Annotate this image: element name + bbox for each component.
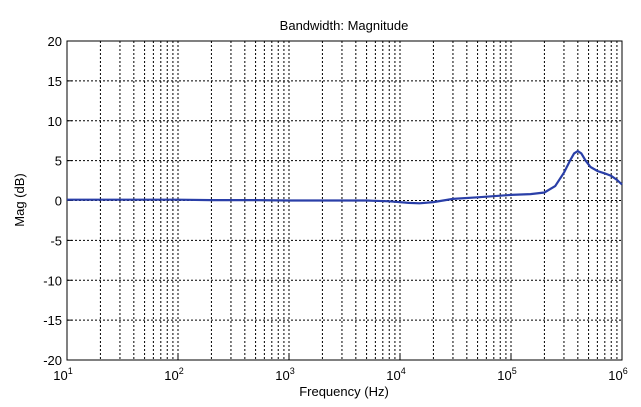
y-tick-label: 10 [48, 114, 62, 129]
x-tick-label: 102 [164, 366, 183, 383]
x-tick-label-exponent: 1 [68, 366, 73, 376]
y-tick-label: -10 [43, 273, 62, 288]
x-tick-label-exponent: 4 [401, 366, 406, 376]
y-tick-label: 20 [48, 34, 62, 49]
y-tick-label: -20 [43, 353, 62, 368]
y-axis-label: Mag (dB) [12, 173, 27, 226]
x-tick-label-exponent: 3 [290, 366, 295, 376]
x-tick-label-exponent: 6 [623, 366, 628, 376]
x-tick-label: 103 [275, 366, 294, 383]
x-tick-label: 101 [53, 366, 72, 383]
y-axis-ticks: -20 -15 -10 -5 0 5 10 15 20 [43, 34, 72, 368]
x-tick-label-base: 10 [386, 368, 400, 383]
y-tick-label: -15 [43, 313, 62, 328]
x-tick-label-base: 10 [608, 368, 622, 383]
x-tick-label-base: 10 [275, 368, 289, 383]
x-tick-label-exponent: 2 [179, 366, 184, 376]
grid [67, 41, 622, 360]
x-axis-label: Frequency (Hz) [299, 384, 389, 399]
x-tick-label: 105 [497, 366, 516, 383]
chart-title: Bandwidth: Magnitude [280, 18, 409, 33]
x-tick-label-base: 10 [164, 368, 178, 383]
y-tick-label: 15 [48, 74, 62, 89]
x-tick-label-base: 10 [53, 368, 67, 383]
x-tick-label-exponent: 5 [512, 366, 517, 376]
y-tick-label: 5 [55, 154, 62, 169]
y-tick-label: 0 [55, 194, 62, 209]
x-tick-label-base: 10 [497, 368, 511, 383]
x-tick-label: 104 [386, 366, 405, 383]
y-tick-label: -5 [50, 233, 62, 248]
x-axis-ticks: 101 102 103 104 105 106 [53, 355, 628, 383]
x-tick-label: 106 [608, 366, 627, 383]
series-line-magnitude [67, 149, 623, 205]
